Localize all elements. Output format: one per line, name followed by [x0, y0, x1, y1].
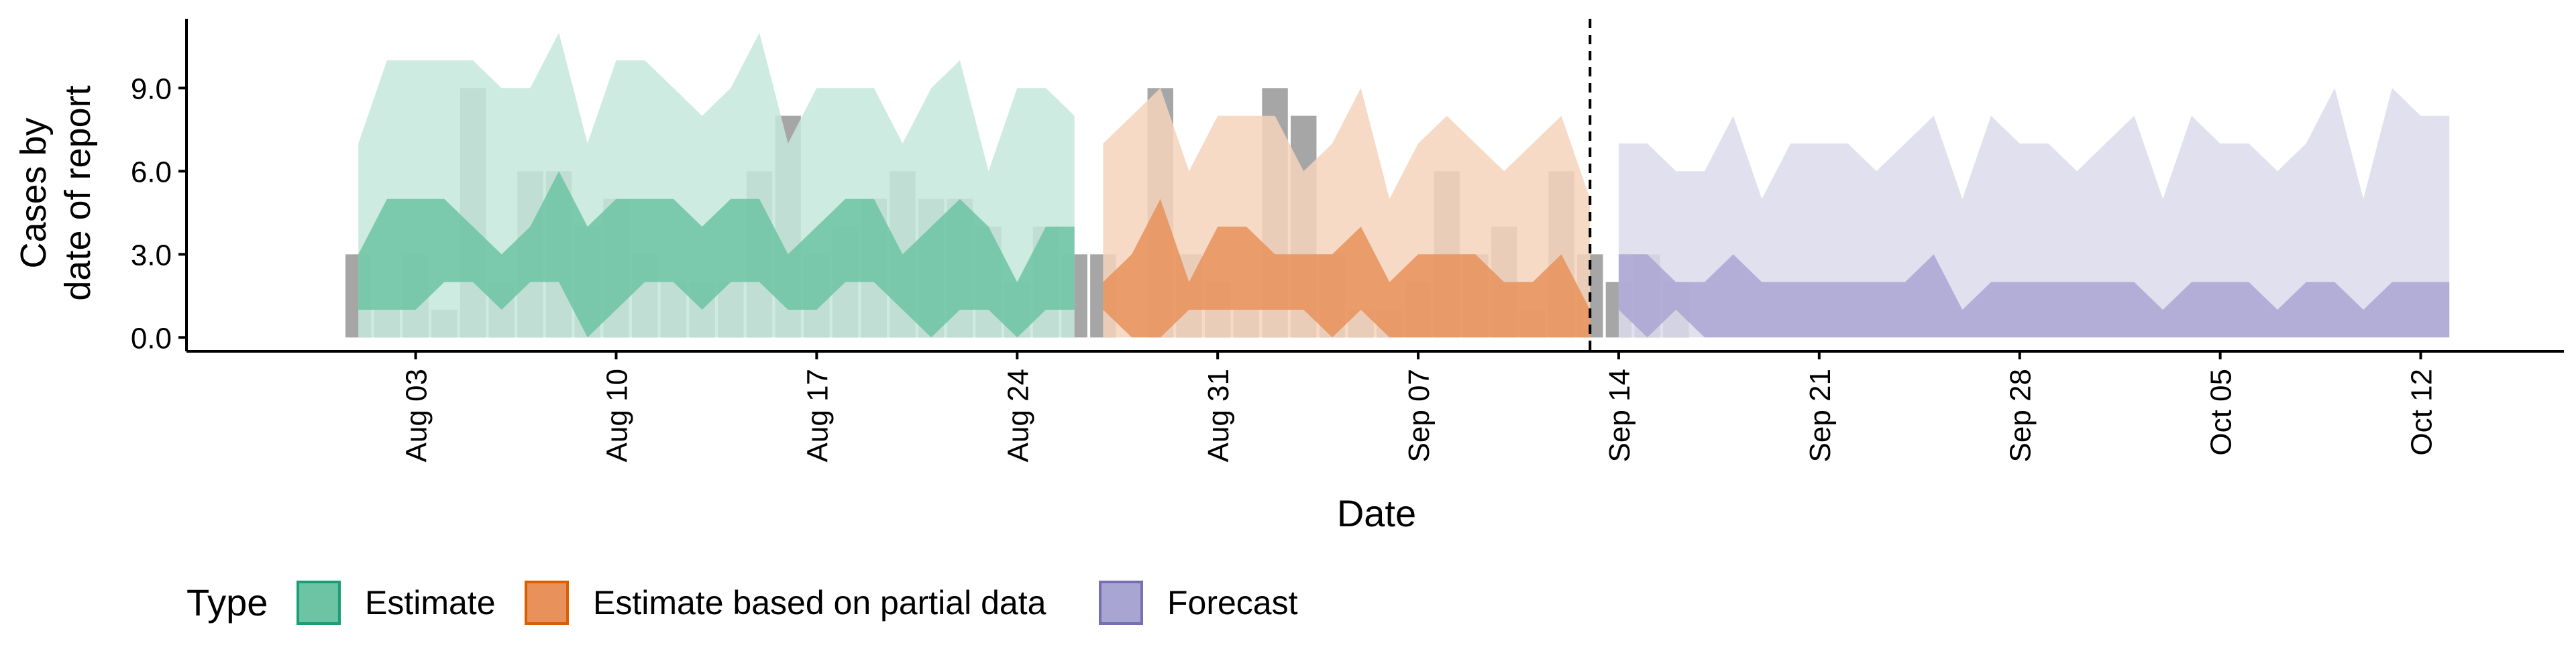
forecast-inner-band	[1618, 254, 2450, 338]
axes	[185, 19, 2564, 353]
y-tick-label: 3.0	[131, 239, 172, 272]
x-tick-label: Aug 17	[801, 369, 834, 462]
legend: Type Estimate Estimate based on partial d…	[186, 581, 1298, 625]
x-axis-title: Date	[1337, 492, 1416, 534]
x-axis-ticks: Aug 03 Aug 10 Aug 17 Aug 24 Aug 31 Sep 07 Sep …	[400, 351, 2438, 462]
x-tick-label: Aug 31	[1202, 369, 1235, 462]
legend-swatch	[525, 581, 569, 625]
y-tick-label: 0.0	[131, 322, 172, 355]
estimate-based-on-partial-data-inner-band	[1103, 198, 1591, 338]
series-areas	[358, 32, 2450, 338]
x-tick-label: Oct 12	[2406, 369, 2438, 456]
legend-label: Estimate	[365, 584, 496, 622]
x-tick-label: Sep 28	[2004, 369, 2037, 462]
y-axis-ticks: 0.0 3.0 6.0 9.0	[131, 72, 186, 355]
y-tick-label: 6.0	[131, 156, 172, 188]
y-axis-title-line-2: date of report	[58, 85, 98, 300]
x-tick-label: Sep 14	[1603, 369, 1636, 462]
legend-swatch	[297, 581, 341, 625]
legend-label: Estimate based on partial data	[593, 584, 1046, 622]
legend-label: Forecast	[1167, 584, 1298, 622]
x-tick-label: Sep 07	[1403, 369, 1436, 462]
legend-title: Type	[186, 581, 268, 624]
legend-swatch	[1099, 581, 1143, 625]
estimate-inner-band	[358, 171, 1075, 338]
y-axis-title-line-1: Cases by	[13, 117, 54, 268]
x-tick-label: Aug 10	[600, 369, 633, 462]
x-tick-label: Aug 03	[400, 369, 433, 462]
y-tick-label: 9.0	[131, 72, 172, 105]
x-tick-label: Oct 05	[2205, 369, 2238, 456]
x-tick-label: Aug 24	[1002, 369, 1034, 462]
forecast-outer-band	[1618, 88, 2450, 338]
x-tick-label: Sep 21	[1804, 369, 1837, 462]
